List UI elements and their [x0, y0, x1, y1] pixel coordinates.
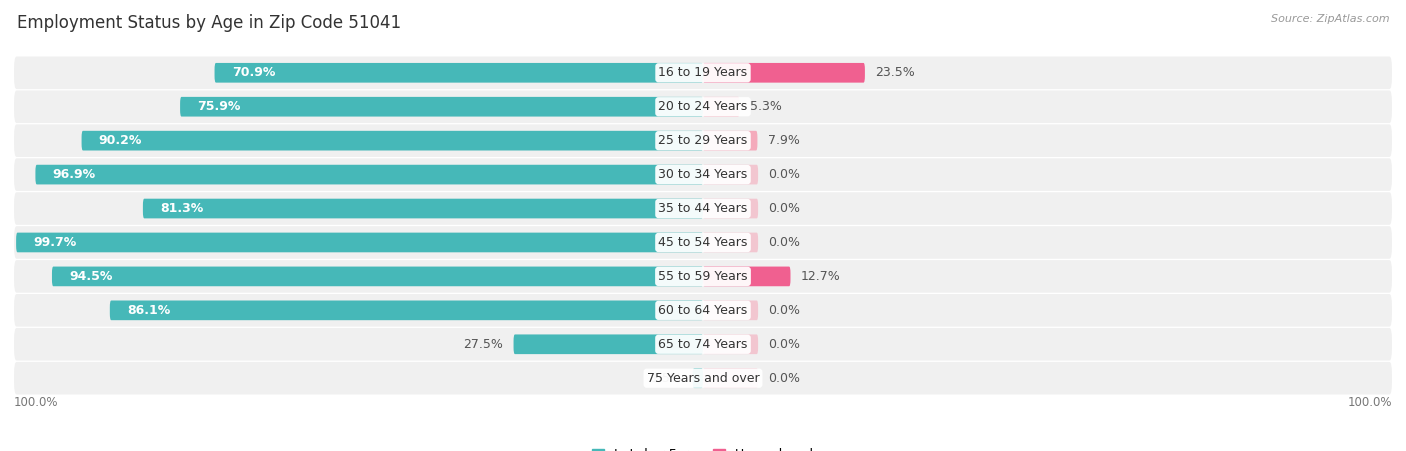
- FancyBboxPatch shape: [703, 97, 740, 116]
- FancyBboxPatch shape: [513, 335, 703, 354]
- FancyBboxPatch shape: [703, 131, 758, 151]
- FancyBboxPatch shape: [52, 267, 703, 286]
- FancyBboxPatch shape: [14, 226, 1392, 259]
- FancyBboxPatch shape: [703, 300, 758, 320]
- FancyBboxPatch shape: [703, 267, 790, 286]
- FancyBboxPatch shape: [14, 56, 1392, 89]
- FancyBboxPatch shape: [14, 294, 1392, 327]
- FancyBboxPatch shape: [35, 165, 703, 184]
- Text: 90.2%: 90.2%: [98, 134, 142, 147]
- FancyBboxPatch shape: [703, 368, 758, 388]
- FancyBboxPatch shape: [180, 97, 703, 116]
- Text: 0.0%: 0.0%: [769, 372, 800, 385]
- Text: 65 to 74 Years: 65 to 74 Years: [658, 338, 748, 351]
- Text: 0.0%: 0.0%: [769, 236, 800, 249]
- Text: 81.3%: 81.3%: [160, 202, 204, 215]
- FancyBboxPatch shape: [143, 199, 703, 218]
- FancyBboxPatch shape: [693, 368, 703, 388]
- Text: 96.9%: 96.9%: [52, 168, 96, 181]
- Text: 0.0%: 0.0%: [769, 304, 800, 317]
- Text: 23.5%: 23.5%: [875, 66, 915, 79]
- Text: 55 to 59 Years: 55 to 59 Years: [658, 270, 748, 283]
- FancyBboxPatch shape: [703, 63, 865, 83]
- Text: 7.9%: 7.9%: [768, 134, 800, 147]
- FancyBboxPatch shape: [15, 233, 703, 252]
- FancyBboxPatch shape: [703, 165, 758, 184]
- FancyBboxPatch shape: [110, 300, 703, 320]
- FancyBboxPatch shape: [14, 260, 1392, 293]
- Text: 16 to 19 Years: 16 to 19 Years: [658, 66, 748, 79]
- Text: Employment Status by Age in Zip Code 51041: Employment Status by Age in Zip Code 510…: [17, 14, 401, 32]
- Text: 75 Years and over: 75 Years and over: [647, 372, 759, 385]
- FancyBboxPatch shape: [14, 362, 1392, 395]
- FancyBboxPatch shape: [703, 233, 758, 252]
- FancyBboxPatch shape: [14, 328, 1392, 360]
- Text: 100.0%: 100.0%: [14, 396, 59, 409]
- Text: 20 to 24 Years: 20 to 24 Years: [658, 100, 748, 113]
- FancyBboxPatch shape: [703, 335, 758, 354]
- FancyBboxPatch shape: [14, 124, 1392, 157]
- Text: 70.9%: 70.9%: [232, 66, 276, 79]
- FancyBboxPatch shape: [703, 199, 758, 218]
- FancyBboxPatch shape: [82, 131, 703, 151]
- Text: 94.5%: 94.5%: [69, 270, 112, 283]
- Text: 45 to 54 Years: 45 to 54 Years: [658, 236, 748, 249]
- Text: 12.7%: 12.7%: [801, 270, 841, 283]
- Text: 1.5%: 1.5%: [651, 372, 682, 385]
- FancyBboxPatch shape: [14, 192, 1392, 225]
- Text: 25 to 29 Years: 25 to 29 Years: [658, 134, 748, 147]
- Text: 0.0%: 0.0%: [769, 338, 800, 351]
- FancyBboxPatch shape: [14, 158, 1392, 191]
- Text: 60 to 64 Years: 60 to 64 Years: [658, 304, 748, 317]
- Text: 0.0%: 0.0%: [769, 168, 800, 181]
- Legend: In Labor Force, Unemployed: In Labor Force, Unemployed: [586, 443, 820, 451]
- Text: 30 to 34 Years: 30 to 34 Years: [658, 168, 748, 181]
- Text: 99.7%: 99.7%: [34, 236, 76, 249]
- Text: 100.0%: 100.0%: [1347, 396, 1392, 409]
- FancyBboxPatch shape: [14, 91, 1392, 123]
- Text: 86.1%: 86.1%: [127, 304, 170, 317]
- FancyBboxPatch shape: [215, 63, 703, 83]
- Text: Source: ZipAtlas.com: Source: ZipAtlas.com: [1271, 14, 1389, 23]
- Text: 27.5%: 27.5%: [464, 338, 503, 351]
- Text: 0.0%: 0.0%: [769, 202, 800, 215]
- Text: 75.9%: 75.9%: [197, 100, 240, 113]
- Text: 35 to 44 Years: 35 to 44 Years: [658, 202, 748, 215]
- Text: 5.3%: 5.3%: [749, 100, 782, 113]
